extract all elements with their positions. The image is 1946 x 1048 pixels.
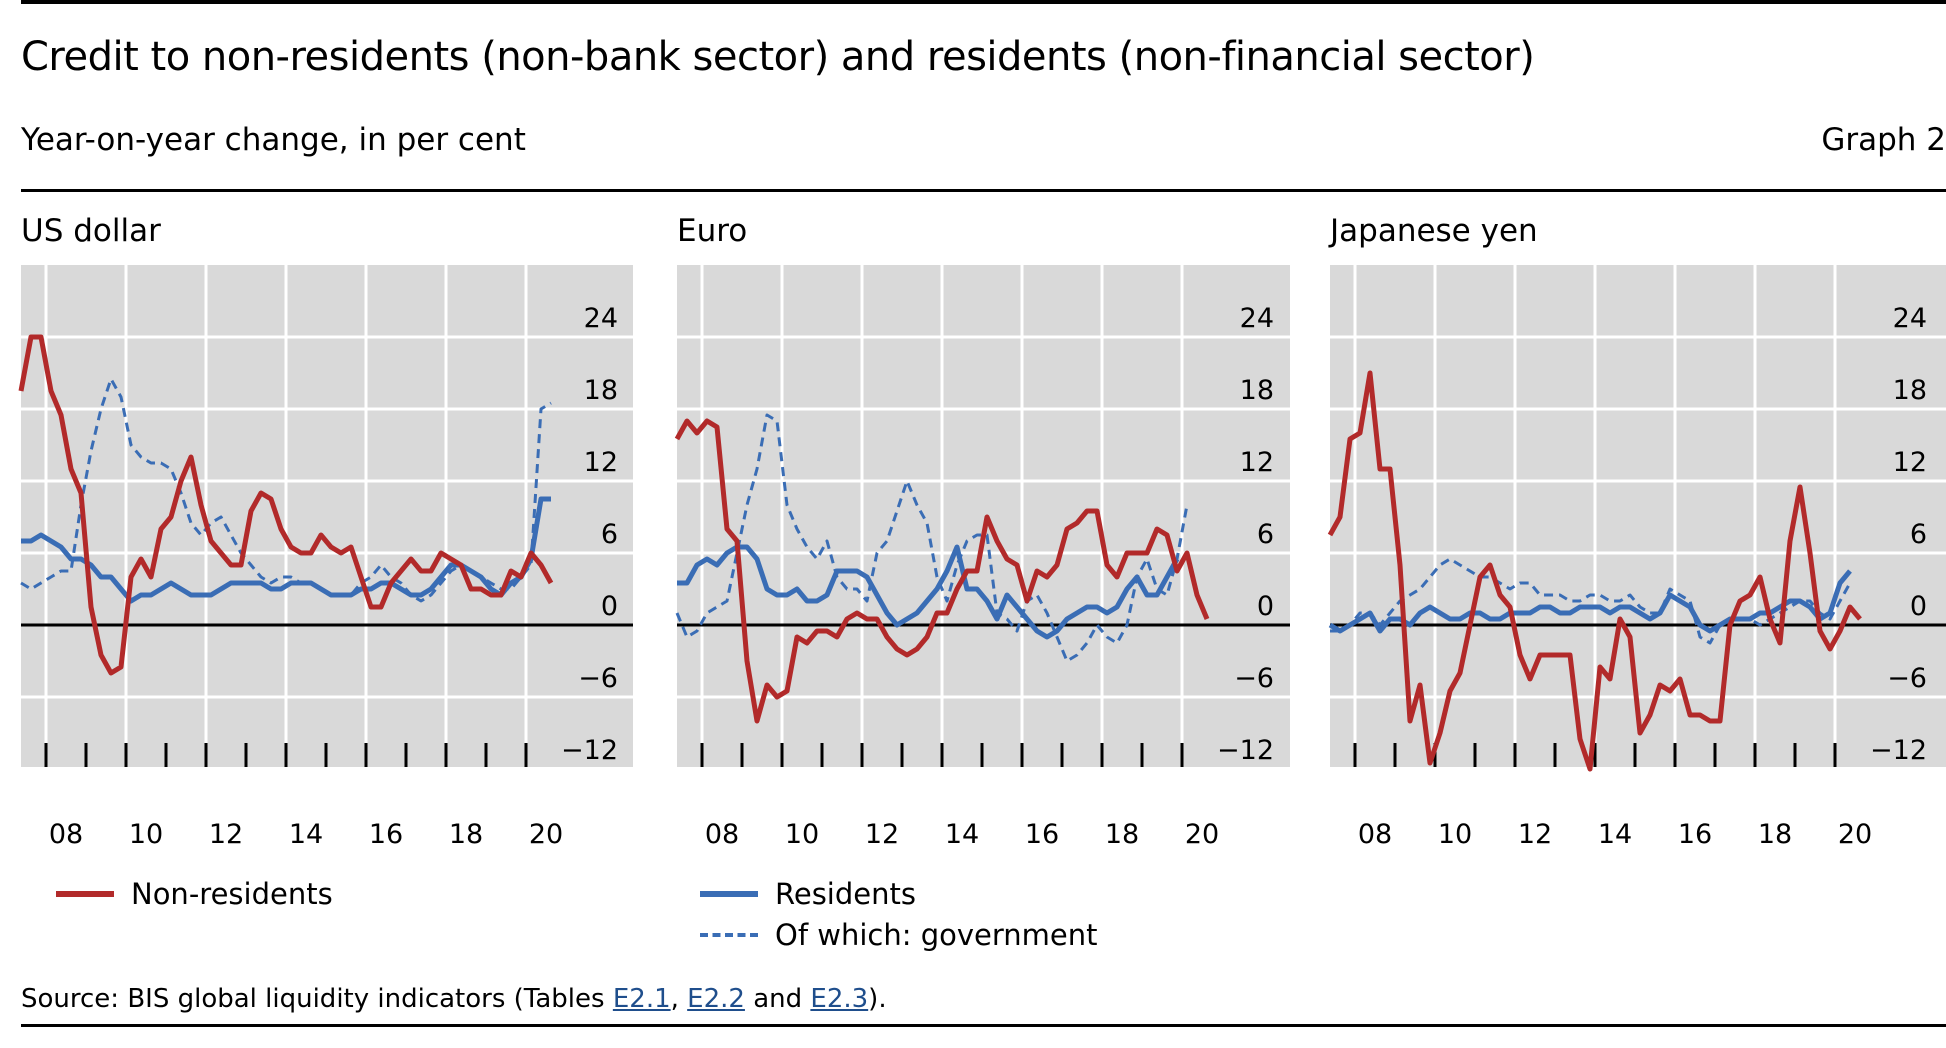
y-tick-label: 24: [1893, 303, 1927, 334]
x-tick-label: 10: [1438, 819, 1472, 850]
link-table-e2-3[interactable]: E2.3: [810, 984, 869, 1014]
plot-background: [677, 265, 1290, 767]
x-tick-label: 14: [289, 819, 323, 850]
source-sep-2: and: [744, 984, 811, 1014]
y-tick-label: 0: [1257, 591, 1274, 622]
series-line-government: [1330, 557, 1852, 645]
x-tick-label: 16: [1025, 819, 1059, 850]
y-tick-label: −6: [578, 663, 618, 694]
panel-title-yen: Japanese yen: [1330, 213, 1538, 249]
graph-number: Graph 2: [1821, 122, 1946, 158]
panel-yen: 08 10 12 14 16 18 20 24 18 12 6 0 −6 −12: [1327, 265, 1946, 850]
series-line-residents: [677, 544, 1180, 640]
legend-swatch-non-residents: [56, 891, 114, 897]
source-note: Source: BIS global liquidity indicators …: [21, 984, 887, 1014]
y-tick-label: 18: [1240, 375, 1274, 406]
x-tick-label: 18: [1758, 819, 1792, 850]
x-tick-label: 10: [129, 819, 163, 850]
chart-title: Credit to non-residents (non-bank sector…: [21, 34, 1535, 80]
plot-background: [21, 265, 633, 767]
y-tick-label: 18: [1893, 375, 1927, 406]
series-line-government: [675, 413, 1189, 663]
series-line-residents: [1328, 569, 1852, 634]
y-tick-label: −12: [561, 735, 618, 766]
x-tick-label: 20: [529, 819, 563, 850]
chart-subtitle: Year-on-year change, in per cent: [21, 122, 526, 158]
legend-swatch-government: [700, 933, 758, 937]
panel-euro: 08 10 12 14 16 18 20 24 18 12 6 0 −6 −12: [674, 265, 1290, 850]
legend-swatch-residents: [700, 891, 758, 897]
y-tick-label: 0: [601, 591, 618, 622]
series-line-non-residents: [1327, 370, 1862, 772]
x-tick-label: 16: [369, 819, 403, 850]
charts-canvas: 08 10 12 14 16 18 20 24 18 12 6 0 −6 −12 08 10 12 14 16 18 2…: [18, 265, 1946, 850]
x-tick-label: 08: [1358, 819, 1392, 850]
x-tick-label: 20: [1185, 819, 1219, 850]
y-tick-label: 6: [601, 519, 618, 550]
panel-title-euro: Euro: [677, 213, 748, 249]
source-sep-1: ,: [670, 984, 688, 1014]
x-tick-label: 14: [945, 819, 979, 850]
y-tick-label: 24: [584, 303, 618, 334]
legend-label-residents: Residents: [775, 877, 916, 911]
x-tick-label: 12: [1518, 819, 1552, 850]
y-tick-label: 12: [584, 447, 618, 478]
legend-label-non-residents: Non-residents: [131, 877, 333, 911]
y-tick-label: −6: [1887, 663, 1927, 694]
top-rule: [21, 0, 1946, 4]
header-rule: [21, 189, 1946, 192]
legend-item-residents: Residents: [700, 877, 916, 911]
x-tick-label: 16: [1678, 819, 1712, 850]
y-tick-label: −12: [1870, 735, 1927, 766]
legend-label-government: Of which: government: [775, 918, 1098, 952]
series-line-non-residents: [18, 334, 554, 676]
series-line-non-residents: [674, 418, 1210, 724]
x-tick-label: 12: [865, 819, 899, 850]
link-table-e2-2[interactable]: E2.2: [687, 984, 745, 1014]
source-prefix: Source: BIS global liquidity indicators …: [21, 984, 613, 1014]
y-tick-label: 0: [1910, 591, 1927, 622]
bottom-rule: [21, 1024, 1946, 1027]
panel-title-usd: US dollar: [21, 213, 161, 249]
y-tick-label: 12: [1240, 447, 1274, 478]
x-tick-label: 12: [209, 819, 243, 850]
x-tick-label: 10: [785, 819, 819, 850]
y-tick-label: 6: [1257, 519, 1274, 550]
legend-item-government: Of which: government: [700, 918, 1098, 952]
x-tick-label: 08: [705, 819, 739, 850]
plot-background: [1330, 265, 1946, 767]
panel-usd: 08 10 12 14 16 18 20 24 18 12 6 0 −6 −12: [18, 265, 633, 850]
y-tick-label: 12: [1893, 447, 1927, 478]
x-tick-label: 18: [1105, 819, 1139, 850]
x-tick-label: 20: [1838, 819, 1872, 850]
source-suffix: ).: [868, 984, 887, 1014]
x-tick-label: 14: [1598, 819, 1632, 850]
y-tick-label: 6: [1910, 519, 1927, 550]
y-tick-label: −6: [1234, 663, 1274, 694]
legend-item-non-residents: Non-residents: [56, 877, 333, 911]
link-table-e2-1[interactable]: E2.1: [612, 984, 671, 1014]
y-tick-label: −12: [1217, 735, 1274, 766]
x-tick-label: 18: [449, 819, 483, 850]
y-tick-label: 18: [584, 375, 618, 406]
y-tick-label: 24: [1240, 303, 1274, 334]
x-tick-label: 08: [49, 819, 83, 850]
